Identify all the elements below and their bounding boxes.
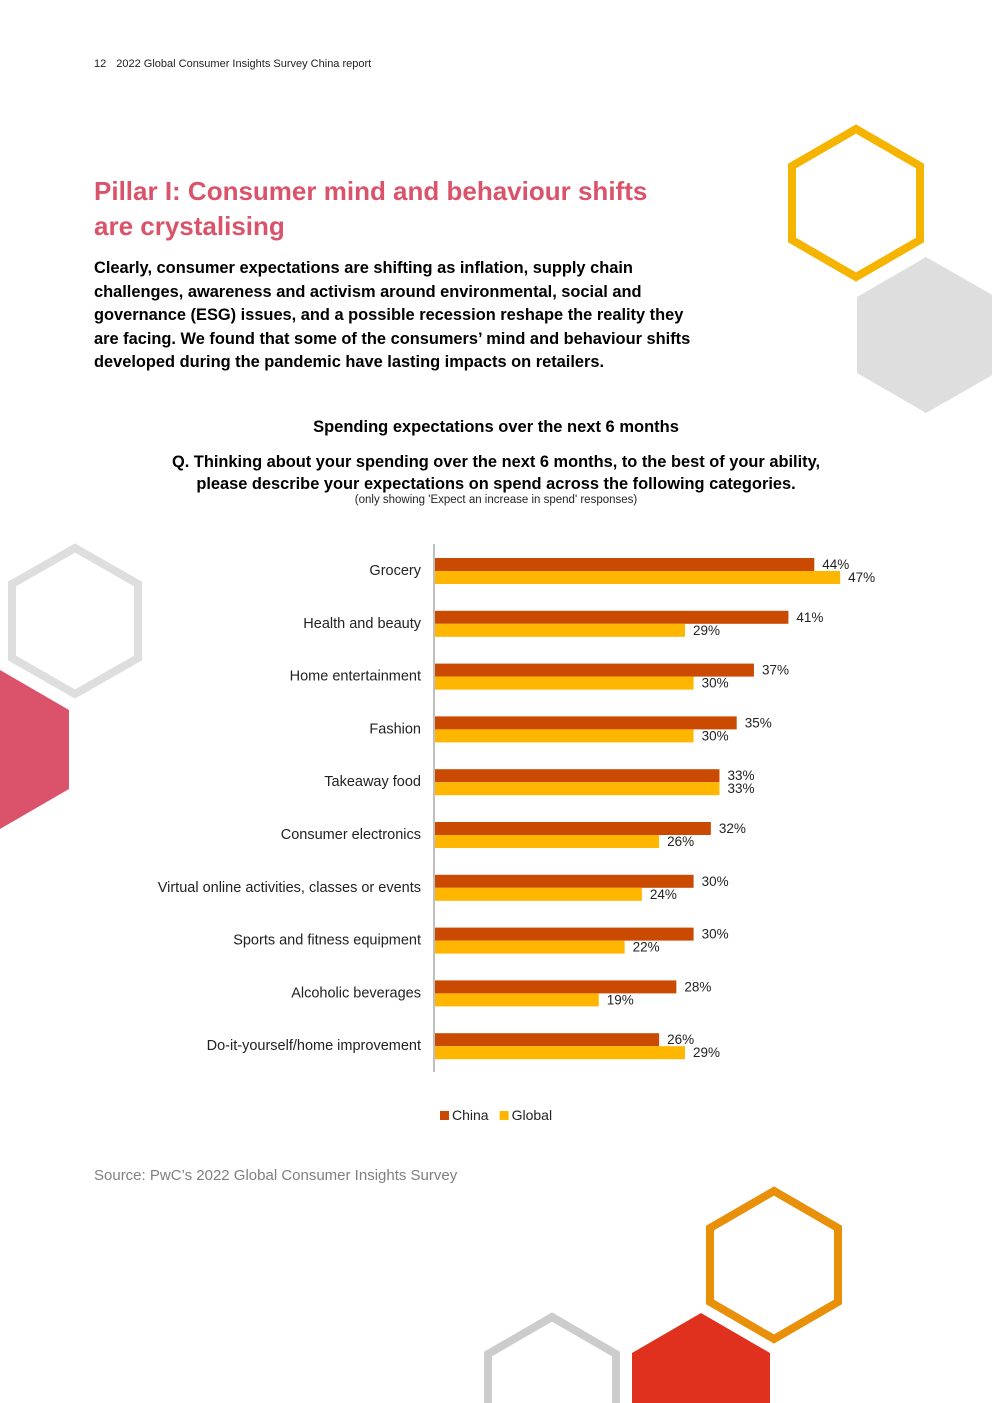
legend-swatch-china <box>440 1111 449 1120</box>
data-label-china: 26% <box>667 1032 694 1047</box>
category-label: Sports and fitness equipment <box>233 933 421 949</box>
bar-global <box>435 729 694 743</box>
hexagon-pink-filled <box>0 670 69 829</box>
bar-global <box>435 782 720 796</box>
category-label: Virtual online activities, classes or ev… <box>158 880 421 896</box>
bar-china <box>435 558 815 571</box>
category-label: Home entertainment <box>290 669 421 685</box>
page-title: Pillar I: Consumer mind and behaviour sh… <box>94 174 714 244</box>
data-label-china: 44% <box>822 557 849 572</box>
bar-global <box>435 676 694 690</box>
hexagon-grey-outline <box>8 543 142 699</box>
hexagon-yellow-outline <box>788 124 924 282</box>
source-note: Source: PwC’s 2022 Global Consumer Insig… <box>94 1167 458 1184</box>
page-title-line-1: Pillar I: Consumer mind and behaviour sh… <box>94 176 648 206</box>
page-title-line-2: are crystalising <box>94 211 285 241</box>
bar-global <box>435 887 642 901</box>
data-label-china: 32% <box>719 821 746 836</box>
data-label-global: 30% <box>702 676 729 691</box>
survey-question-line-2: please describe your expectations on spe… <box>196 475 796 493</box>
page-header: 12 2022 Global Consumer Insights Survey C… <box>94 58 371 70</box>
data-label-china: 35% <box>745 715 772 730</box>
report-title: 2022 Global Consumer Insights Survey Chi… <box>116 58 372 70</box>
bar-china <box>435 1033 660 1047</box>
legend-swatch-global <box>499 1111 509 1120</box>
survey-question-line-1: Q. Thinking about your spending over the… <box>171 453 821 471</box>
data-label-china: 30% <box>702 927 729 942</box>
bar-global <box>435 940 625 954</box>
bar-china <box>435 610 789 624</box>
page-number: 12 <box>94 58 107 70</box>
bar-global <box>435 993 599 1007</box>
data-label-china: 37% <box>762 663 789 678</box>
data-label-china: 28% <box>684 979 711 994</box>
bar-global <box>435 571 841 584</box>
bar-china <box>435 663 754 677</box>
hexagon-grey-outline-bottom <box>484 1312 620 1403</box>
category-label: Fashion <box>369 721 421 737</box>
hexagon-grey-filled <box>857 257 992 413</box>
intro-paragraph: Clearly, consumer expectations are shift… <box>94 259 691 372</box>
hexagon-orange-outline <box>706 1186 842 1344</box>
bar-china <box>435 980 677 994</box>
data-label-global: 26% <box>667 834 694 849</box>
bar-china <box>435 874 694 888</box>
legend-label-global: Global <box>512 1107 552 1123</box>
legend-label-china: China <box>452 1107 489 1123</box>
data-label-china: 30% <box>702 874 729 889</box>
bar-china <box>435 716 737 730</box>
category-label: Alcoholic beverages <box>291 985 421 1001</box>
bar-global <box>435 1046 685 1060</box>
data-label-global: 22% <box>633 940 660 955</box>
bar-global <box>435 835 660 848</box>
category-label: Grocery <box>369 563 421 579</box>
data-label-global: 24% <box>650 887 677 902</box>
category-label: Takeaway food <box>324 774 421 790</box>
chart-title: Spending expectations over the next 6 mo… <box>313 418 679 436</box>
bar-china <box>435 822 711 835</box>
bar-china <box>435 927 694 941</box>
data-label-global: 19% <box>607 992 634 1007</box>
category-label: Consumer electronics <box>281 827 421 843</box>
chart-note: (only showing 'Expect an increase in spe… <box>354 494 638 506</box>
data-label-china: 41% <box>796 610 823 625</box>
data-label-global: 29% <box>693 623 720 638</box>
data-label-global: 47% <box>848 570 875 585</box>
survey-question: Q. Thinking about your spending over the… <box>0 451 992 495</box>
category-label: Health and beauty <box>303 616 421 632</box>
bar-china <box>435 769 720 783</box>
bar-global <box>435 623 685 637</box>
data-label-global: 33% <box>727 781 754 796</box>
data-label-global: 29% <box>693 1045 720 1060</box>
hexagon-red-filled <box>632 1313 770 1403</box>
category-label: Do-it-yourself/home improvement <box>207 1038 421 1054</box>
data-label-china: 33% <box>727 768 754 783</box>
data-label-global: 30% <box>702 728 729 743</box>
spending-bar-chart: Grocery 44%47% Health and beauty 41% 29% Home… <box>158 544 875 1123</box>
